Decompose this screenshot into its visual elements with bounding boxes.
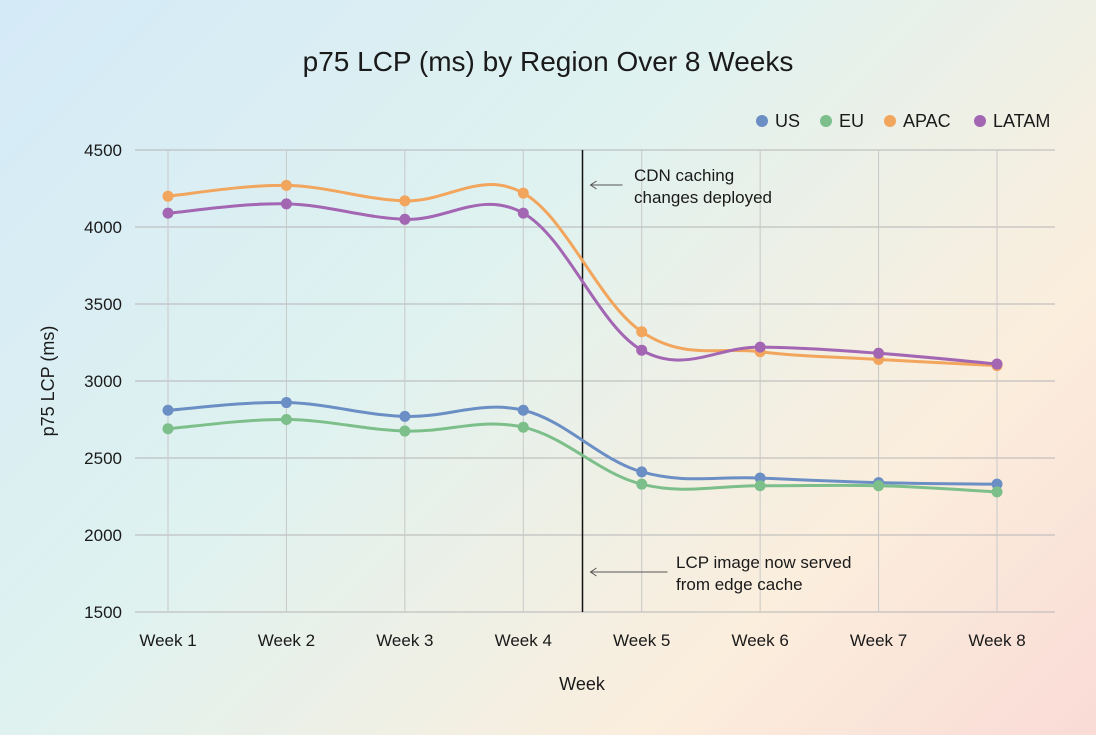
- data-point: [754, 480, 766, 492]
- data-point: [280, 397, 292, 409]
- annotation-text: LCP image now served: [676, 553, 851, 572]
- annotation-text: CDN caching: [634, 166, 734, 185]
- data-point: [517, 187, 529, 199]
- data-point: [399, 410, 411, 422]
- annotation-edge-cache: LCP image now served from edge cache: [589, 553, 851, 594]
- data-point: [162, 190, 174, 202]
- series-line: [167, 202, 998, 366]
- annotation-text: changes deployed: [634, 188, 772, 207]
- data-point: [162, 207, 174, 219]
- arrow-head-icon: [589, 567, 597, 577]
- series-eu: [162, 414, 1003, 498]
- y-tick-label: 2000: [84, 526, 122, 545]
- data-point: [280, 179, 292, 191]
- legend-marker: [756, 115, 768, 127]
- series-latam: [162, 198, 1003, 370]
- legend-item-latam: LATAM: [974, 111, 1050, 131]
- data-point: [991, 358, 1003, 370]
- x-tick-label: Week 5: [613, 631, 670, 650]
- y-tick-label: 1500: [84, 603, 122, 622]
- x-tick-label: Week 4: [495, 631, 552, 650]
- chart-title: p75 LCP (ms) by Region Over 8 Weeks: [303, 46, 794, 77]
- annotation-cdn: CDN caching changes deployed: [589, 166, 772, 207]
- annotation-text: from edge cache: [676, 575, 803, 594]
- series-us: [162, 397, 1003, 490]
- x-tick-label: Week 3: [376, 631, 433, 650]
- data-point: [517, 207, 529, 219]
- legend-marker: [974, 115, 986, 127]
- y-tick-label: 2500: [84, 449, 122, 468]
- data-point: [399, 195, 411, 207]
- series-line: [167, 400, 998, 486]
- legend-item-eu: EU: [820, 111, 864, 131]
- data-point: [873, 480, 885, 492]
- legend-marker: [884, 115, 896, 127]
- x-tick-label: Week 8: [968, 631, 1025, 650]
- x-tick-label: Week 7: [850, 631, 907, 650]
- legend-label: EU: [839, 111, 864, 131]
- y-tick-label: 3500: [84, 295, 122, 314]
- data-point: [280, 198, 292, 210]
- y-tick-label: 4500: [84, 141, 122, 160]
- data-point: [636, 466, 648, 478]
- data-point: [280, 414, 292, 425]
- data-point: [636, 478, 648, 490]
- x-tick-label: Week 6: [731, 631, 788, 650]
- x-axis-label: Week: [559, 674, 606, 694]
- series-line: [167, 417, 998, 494]
- legend-marker: [820, 115, 832, 127]
- legend-item-apac: APAC: [884, 111, 951, 131]
- arrow-head-icon: [589, 180, 597, 190]
- data-point: [754, 472, 766, 484]
- legend-label: APAC: [903, 111, 951, 131]
- x-tick-label: Week 1: [139, 631, 196, 650]
- y-tick-label: 3000: [84, 372, 122, 391]
- data-point: [991, 478, 1003, 490]
- legend-label: US: [775, 111, 800, 131]
- data-point: [162, 404, 174, 416]
- data-point: [754, 341, 766, 353]
- x-tick-label: Week 2: [258, 631, 315, 650]
- data-point: [162, 423, 174, 435]
- legend-label: LATAM: [993, 111, 1050, 131]
- legend-item-us: US: [756, 111, 800, 131]
- legend: US EU APAC LATAM: [756, 111, 1050, 131]
- data-point: [636, 344, 648, 356]
- y-axis-label: p75 LCP (ms): [38, 326, 58, 437]
- y-tick-label: 4000: [84, 218, 122, 237]
- data-point: [399, 425, 411, 437]
- series-line: [167, 183, 998, 368]
- data-point: [517, 421, 529, 433]
- data-point: [873, 347, 885, 359]
- data-point: [636, 326, 648, 338]
- data-point: [399, 213, 411, 225]
- data-point: [517, 404, 529, 416]
- data-point: [991, 486, 1003, 498]
